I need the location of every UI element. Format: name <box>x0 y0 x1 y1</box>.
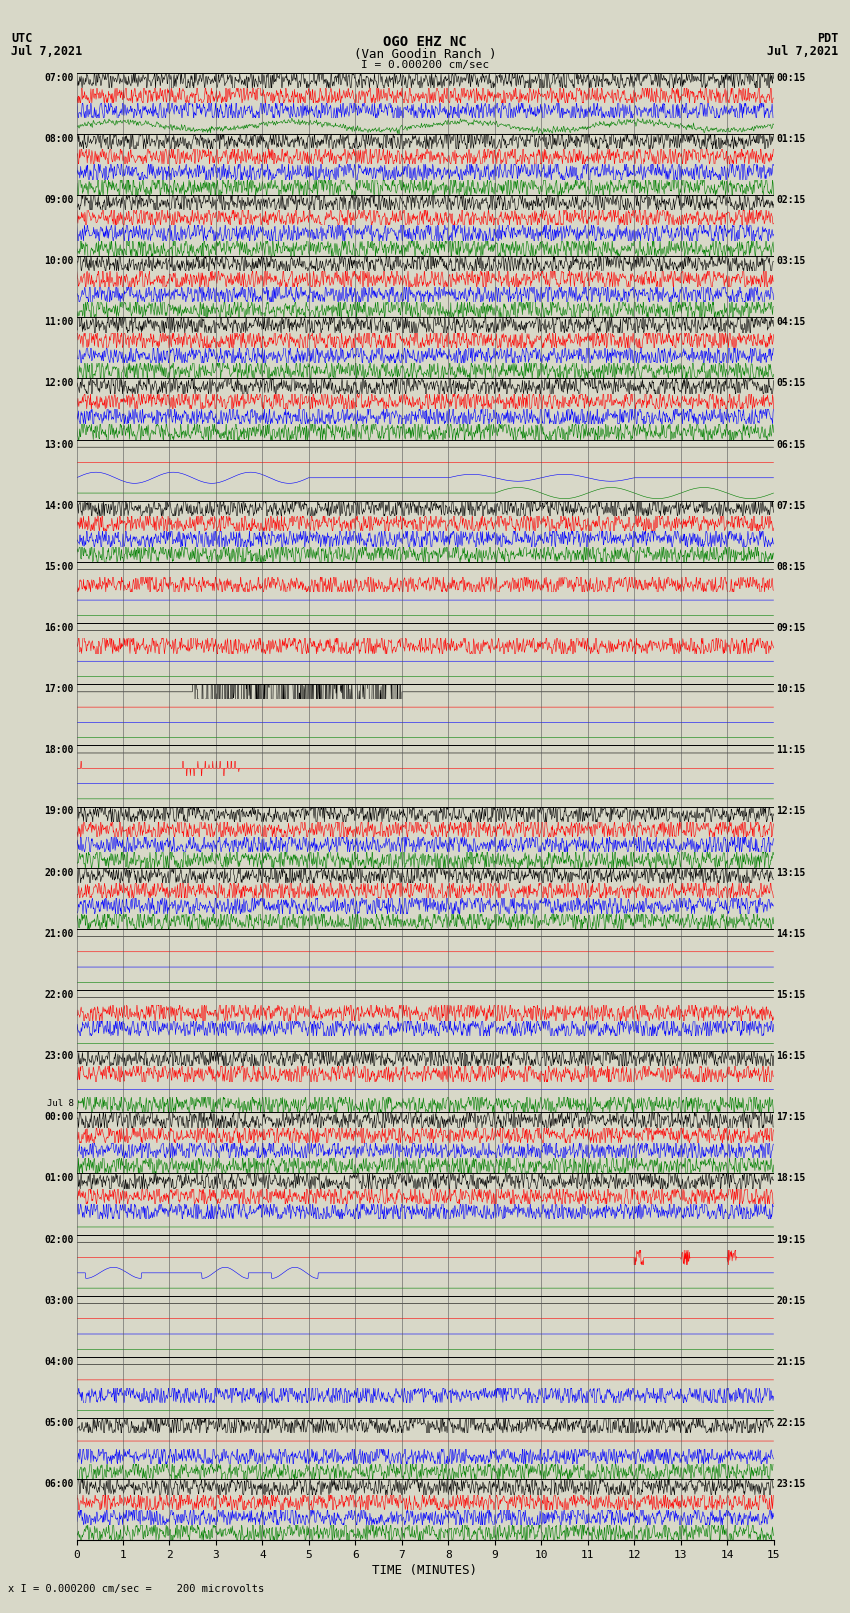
Text: OGO EHZ NC: OGO EHZ NC <box>383 35 467 50</box>
Text: (Van Goodin Ranch ): (Van Goodin Ranch ) <box>354 48 496 61</box>
Text: Jul 7,2021: Jul 7,2021 <box>11 45 82 58</box>
Text: x I = 0.000200 cm/sec =    200 microvolts: x I = 0.000200 cm/sec = 200 microvolts <box>8 1584 264 1594</box>
Text: 12:00: 12:00 <box>44 379 74 389</box>
Text: 18:15: 18:15 <box>776 1174 806 1184</box>
Text: 16:15: 16:15 <box>776 1052 806 1061</box>
Text: 05:15: 05:15 <box>776 379 806 389</box>
Text: 06:00: 06:00 <box>44 1479 74 1489</box>
Text: 21:15: 21:15 <box>776 1357 806 1366</box>
Text: 17:00: 17:00 <box>44 684 74 694</box>
Text: 11:15: 11:15 <box>776 745 806 755</box>
Text: I = 0.000200 cm/sec: I = 0.000200 cm/sec <box>361 60 489 69</box>
Text: 05:00: 05:00 <box>44 1418 74 1428</box>
Text: 13:00: 13:00 <box>44 440 74 450</box>
X-axis label: TIME (MINUTES): TIME (MINUTES) <box>372 1565 478 1578</box>
Text: 11:00: 11:00 <box>44 318 74 327</box>
Text: 00:00: 00:00 <box>44 1113 74 1123</box>
Text: 17:15: 17:15 <box>776 1113 806 1123</box>
Text: 09:00: 09:00 <box>44 195 74 205</box>
Text: 23:00: 23:00 <box>44 1052 74 1061</box>
Text: 02:00: 02:00 <box>44 1234 74 1245</box>
Text: 16:00: 16:00 <box>44 623 74 632</box>
Text: 22:15: 22:15 <box>776 1418 806 1428</box>
Text: 13:15: 13:15 <box>776 868 806 877</box>
Text: 06:15: 06:15 <box>776 440 806 450</box>
Text: 03:15: 03:15 <box>776 256 806 266</box>
Text: 10:15: 10:15 <box>776 684 806 694</box>
Text: 00:15: 00:15 <box>776 73 806 82</box>
Text: 21:00: 21:00 <box>44 929 74 939</box>
Text: 04:15: 04:15 <box>776 318 806 327</box>
Text: 01:00: 01:00 <box>44 1174 74 1184</box>
Text: 18:00: 18:00 <box>44 745 74 755</box>
Text: 20:15: 20:15 <box>776 1295 806 1307</box>
Text: 09:15: 09:15 <box>776 623 806 632</box>
Text: 03:00: 03:00 <box>44 1295 74 1307</box>
Text: 12:15: 12:15 <box>776 806 806 816</box>
Text: 14:00: 14:00 <box>44 500 74 511</box>
Text: PDT: PDT <box>817 32 838 45</box>
Text: 22:00: 22:00 <box>44 990 74 1000</box>
Text: Jul 7,2021: Jul 7,2021 <box>768 45 838 58</box>
Text: 19:00: 19:00 <box>44 806 74 816</box>
Text: 04:00: 04:00 <box>44 1357 74 1366</box>
Text: UTC: UTC <box>11 32 33 45</box>
Text: 23:15: 23:15 <box>776 1479 806 1489</box>
Text: 20:00: 20:00 <box>44 868 74 877</box>
Text: 08:15: 08:15 <box>776 561 806 573</box>
Text: Jul 8: Jul 8 <box>47 1098 74 1108</box>
Text: 01:15: 01:15 <box>776 134 806 144</box>
Text: 19:15: 19:15 <box>776 1234 806 1245</box>
Text: 15:00: 15:00 <box>44 561 74 573</box>
Text: 10:00: 10:00 <box>44 256 74 266</box>
Text: 07:00: 07:00 <box>44 73 74 82</box>
Text: 02:15: 02:15 <box>776 195 806 205</box>
Text: 15:15: 15:15 <box>776 990 806 1000</box>
Text: 14:15: 14:15 <box>776 929 806 939</box>
Text: 07:15: 07:15 <box>776 500 806 511</box>
Text: 08:00: 08:00 <box>44 134 74 144</box>
